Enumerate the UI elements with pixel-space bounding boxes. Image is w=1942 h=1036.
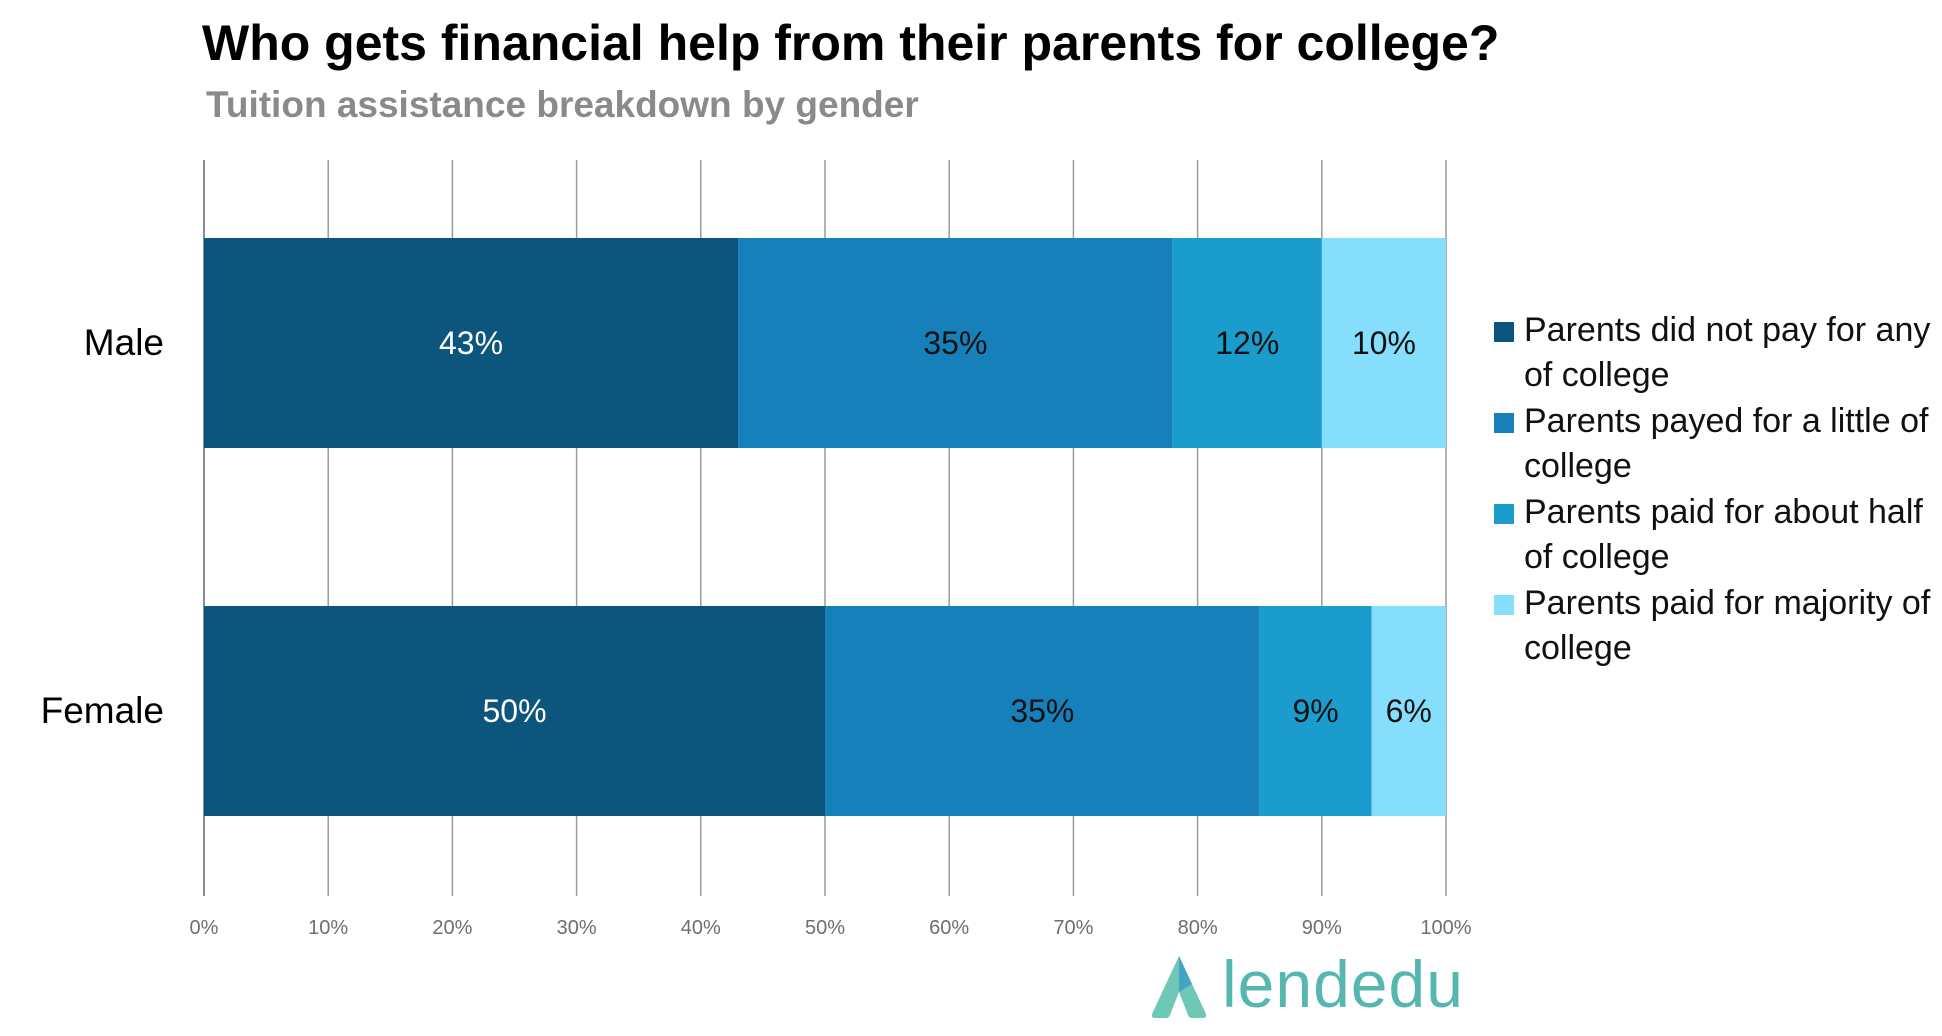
x-tick-label: 20%	[432, 917, 472, 939]
x-tick-label: 30%	[557, 917, 597, 939]
data-label: 50%	[482, 693, 546, 729]
bar-segment	[1259, 606, 1372, 816]
legend-label: Parents paid for majority of college	[1524, 584, 1931, 667]
data-label: 35%	[923, 325, 987, 361]
legend-swatch	[1494, 504, 1514, 524]
data-label: 9%	[1292, 693, 1338, 729]
legend-item: Parents did not pay for any of college	[1494, 308, 1934, 398]
x-tick-label: 10%	[308, 917, 348, 939]
bar-segment	[204, 238, 739, 448]
legend-label: Parents did not pay for any of college	[1524, 311, 1931, 394]
lendedu-logo-mark	[1151, 956, 1207, 1018]
legend-item: Parents payed for a little of college	[1494, 399, 1934, 489]
y-category-label: Female	[41, 690, 164, 731]
brand-name: lendedu	[1222, 947, 1464, 1021]
chart-subtitle: Tuition assistance breakdown by gender	[206, 84, 919, 125]
axes: 0% 10% 20% 30% 40% 50% 60% 70% 80% 90% 100% Male Fem…	[41, 322, 1472, 939]
x-tick-label: 60%	[929, 917, 969, 939]
bar-segment	[738, 238, 1173, 448]
legend-swatch	[1494, 413, 1514, 433]
bar-segment	[825, 606, 1260, 816]
legend-item: Parents paid for majority of college	[1494, 581, 1934, 671]
data-label: 35%	[1010, 693, 1074, 729]
legend-item: Parents paid for about half of college	[1494, 490, 1934, 580]
x-tick-label: 40%	[681, 917, 721, 939]
bar-segment	[1371, 606, 1446, 816]
legend-swatch	[1494, 595, 1514, 615]
legend-swatch	[1494, 322, 1514, 342]
x-tick-label: 70%	[1053, 917, 1093, 939]
legend-label: Parents payed for a little of college	[1524, 402, 1929, 485]
bar-segment	[204, 606, 825, 816]
data-labels: 43% 35% 12% 10% 50% 35% 9% 6%	[439, 325, 1432, 729]
bar-segment	[1321, 238, 1446, 448]
legend-label: Parents paid for about half of college	[1524, 493, 1923, 576]
bar-segment	[1172, 238, 1322, 448]
y-category-label: Male	[84, 322, 164, 363]
x-tick-label: 100%	[1420, 917, 1471, 939]
legend: Parents did not pay for any of college Pa…	[1494, 308, 1934, 672]
x-tick-label: 50%	[805, 917, 845, 939]
data-label: 6%	[1386, 693, 1432, 729]
x-tick-label: 0%	[190, 917, 219, 939]
x-tick-label: 80%	[1178, 917, 1218, 939]
data-label: 10%	[1352, 325, 1416, 361]
chart-title: Who gets financial help from their paren…	[202, 15, 1500, 71]
x-tick-label: 90%	[1302, 917, 1342, 939]
data-label: 12%	[1215, 325, 1279, 361]
data-label: 43%	[439, 325, 503, 361]
bars	[204, 238, 1446, 816]
